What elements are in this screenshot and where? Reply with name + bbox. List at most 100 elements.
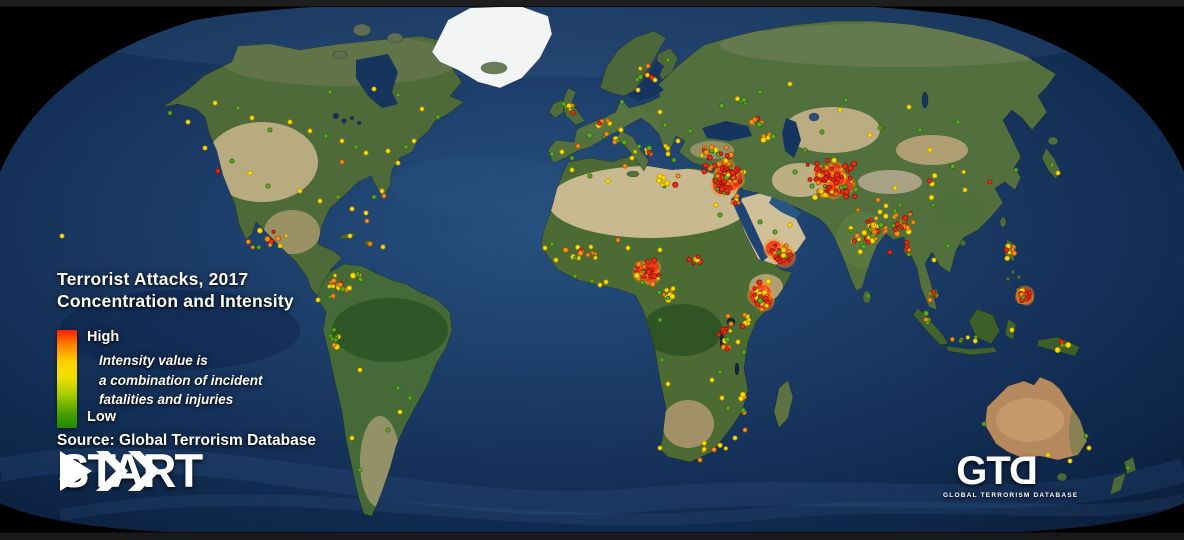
attack-dot [742, 427, 748, 433]
attack-dot [265, 183, 271, 189]
attack-dot [250, 245, 255, 250]
attack-dot [357, 276, 364, 283]
attack-dot [865, 219, 870, 224]
attack-dot [335, 194, 341, 200]
gtd-letter-t: T [986, 449, 1010, 493]
attack-dot [1007, 250, 1012, 255]
legend-low-label: Low [87, 409, 116, 425]
attack-dot [724, 153, 730, 158]
attack-dot [734, 193, 740, 199]
attack-dot [648, 274, 653, 279]
attack-dot [732, 200, 738, 206]
attack-dot [638, 66, 643, 71]
attack-dot [873, 236, 879, 242]
sumatra [912, 307, 949, 346]
attack-dot [371, 194, 377, 200]
attack-dot [787, 81, 793, 87]
caspian-sea [782, 118, 801, 158]
attack-dot [838, 184, 845, 191]
iceland [480, 61, 508, 75]
attack-dot [817, 172, 822, 178]
attack-dot [634, 77, 640, 82]
attack-dot [757, 219, 763, 225]
title-line-2: Concentration and Intensity [57, 291, 294, 311]
attack-dot [772, 229, 778, 235]
attack-dot [315, 297, 321, 303]
attack-dot [639, 279, 646, 285]
attack-dot [765, 135, 771, 141]
attack-dot [665, 151, 671, 157]
attack-dots-layer [59, 57, 1131, 473]
attack-dot [831, 157, 837, 163]
attack-dot [403, 144, 409, 150]
attack-dot [760, 136, 767, 143]
attack-dot [813, 177, 819, 182]
attack-dot [612, 139, 618, 145]
attack-dot [646, 145, 653, 152]
attack-dot [838, 166, 845, 173]
attack-dot [569, 155, 575, 161]
bottom-letterbox-bar [0, 532, 1184, 540]
attack-dot [605, 118, 610, 123]
attack-dot [577, 250, 584, 257]
attack-dot [589, 278, 595, 284]
attack-dot [212, 100, 218, 106]
intensity-gradient-bar [57, 330, 77, 428]
attack-dot [841, 163, 849, 170]
attack-dot [865, 293, 871, 299]
attack-dot [732, 435, 738, 441]
attack-dot [1065, 341, 1072, 348]
attack-dot [385, 148, 391, 154]
attack-dot [407, 395, 413, 401]
attack-dot [549, 151, 555, 157]
attack-dot [307, 128, 313, 134]
attack-dot [928, 194, 935, 201]
attack-dot [625, 245, 631, 251]
attack-dot [717, 442, 723, 448]
attack-dot [339, 138, 345, 144]
hainan [959, 239, 967, 247]
attack-dot [635, 261, 642, 268]
attack-dot [256, 244, 262, 250]
great-lakes [333, 113, 361, 125]
attack-dot [675, 173, 681, 179]
attack-dot [823, 175, 829, 181]
attack-dot [740, 391, 746, 398]
attack-dot [877, 125, 883, 131]
attack-dot [629, 155, 635, 161]
attack-dot [752, 286, 757, 291]
attack-dot [686, 256, 692, 262]
attack-dot [327, 284, 332, 289]
attack-dot [917, 127, 923, 133]
attack-dot [202, 145, 208, 151]
attack-dot [931, 172, 938, 179]
attack-dot [740, 407, 746, 413]
attack-dot [950, 336, 955, 342]
attack-dot [364, 218, 370, 224]
attack-dot [645, 268, 652, 275]
attack-dot [927, 147, 933, 153]
attack-dot [656, 276, 660, 281]
black-sea [702, 121, 752, 141]
legend-high-label: High [87, 329, 120, 345]
attack-dot [780, 252, 787, 259]
attack-dot [725, 172, 731, 178]
attack-dot [724, 346, 730, 352]
attack-dot [657, 445, 663, 451]
scandinavia [599, 30, 667, 97]
attack-dot [691, 261, 696, 266]
attack-dot [672, 181, 679, 188]
attack-dot [809, 183, 815, 189]
attack-dot [287, 119, 293, 125]
attack-dot [812, 194, 819, 201]
attack-dot [357, 467, 363, 473]
aral-sea [808, 112, 820, 122]
attack-dot [871, 229, 878, 235]
attack-dot [575, 244, 581, 250]
attack-dot [715, 173, 720, 179]
attack-dot [245, 239, 251, 245]
attack-dot [843, 188, 850, 195]
attack-dot [819, 168, 824, 173]
attack-dot [830, 170, 836, 176]
